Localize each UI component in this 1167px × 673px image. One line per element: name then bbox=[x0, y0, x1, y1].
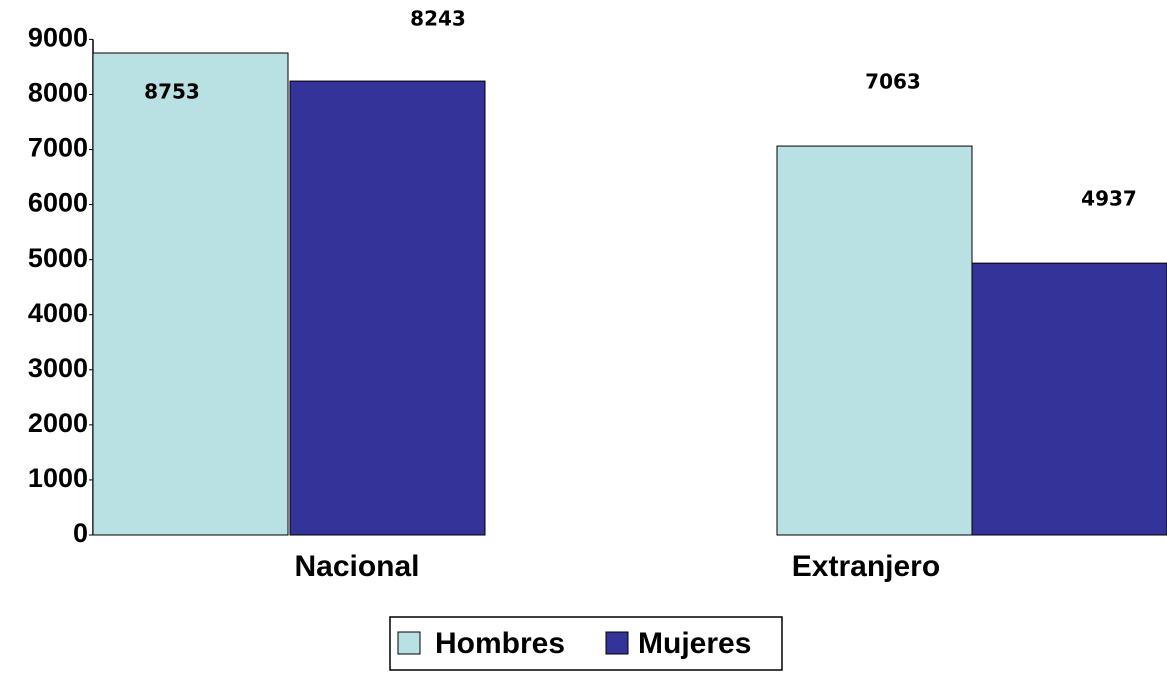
y-tick-label: 6000 bbox=[28, 188, 88, 218]
y-tick-label: 3000 bbox=[28, 353, 88, 383]
data-label: 7063 bbox=[865, 70, 921, 94]
y-tick-label: 7000 bbox=[28, 133, 88, 163]
bar bbox=[289, 80, 486, 536]
y-tick-label: 8000 bbox=[28, 78, 88, 108]
y-tick-label: 2000 bbox=[28, 408, 88, 438]
x-tick-label: Nacional bbox=[294, 550, 419, 583]
legend-swatch bbox=[605, 631, 629, 655]
data-label: 8243 bbox=[410, 7, 466, 31]
bar bbox=[776, 145, 973, 536]
y-tick-label: 1000 bbox=[28, 463, 88, 493]
legend-label: Mujeres bbox=[638, 627, 751, 660]
data-label: 4937 bbox=[1081, 187, 1137, 211]
x-tick-label: Extranjero bbox=[792, 550, 940, 583]
bar bbox=[971, 262, 1167, 536]
data-label: 8753 bbox=[144, 80, 200, 104]
y-tick-label: 4000 bbox=[28, 298, 88, 328]
y-tick-label: 5000 bbox=[28, 243, 88, 273]
legend-swatch bbox=[397, 631, 421, 655]
legend-label: Hombres bbox=[435, 627, 565, 660]
y-tick-label: 0 bbox=[73, 518, 88, 548]
bar bbox=[92, 52, 289, 536]
legend-box bbox=[389, 616, 783, 671]
y-tick-label: 9000 bbox=[28, 23, 88, 53]
